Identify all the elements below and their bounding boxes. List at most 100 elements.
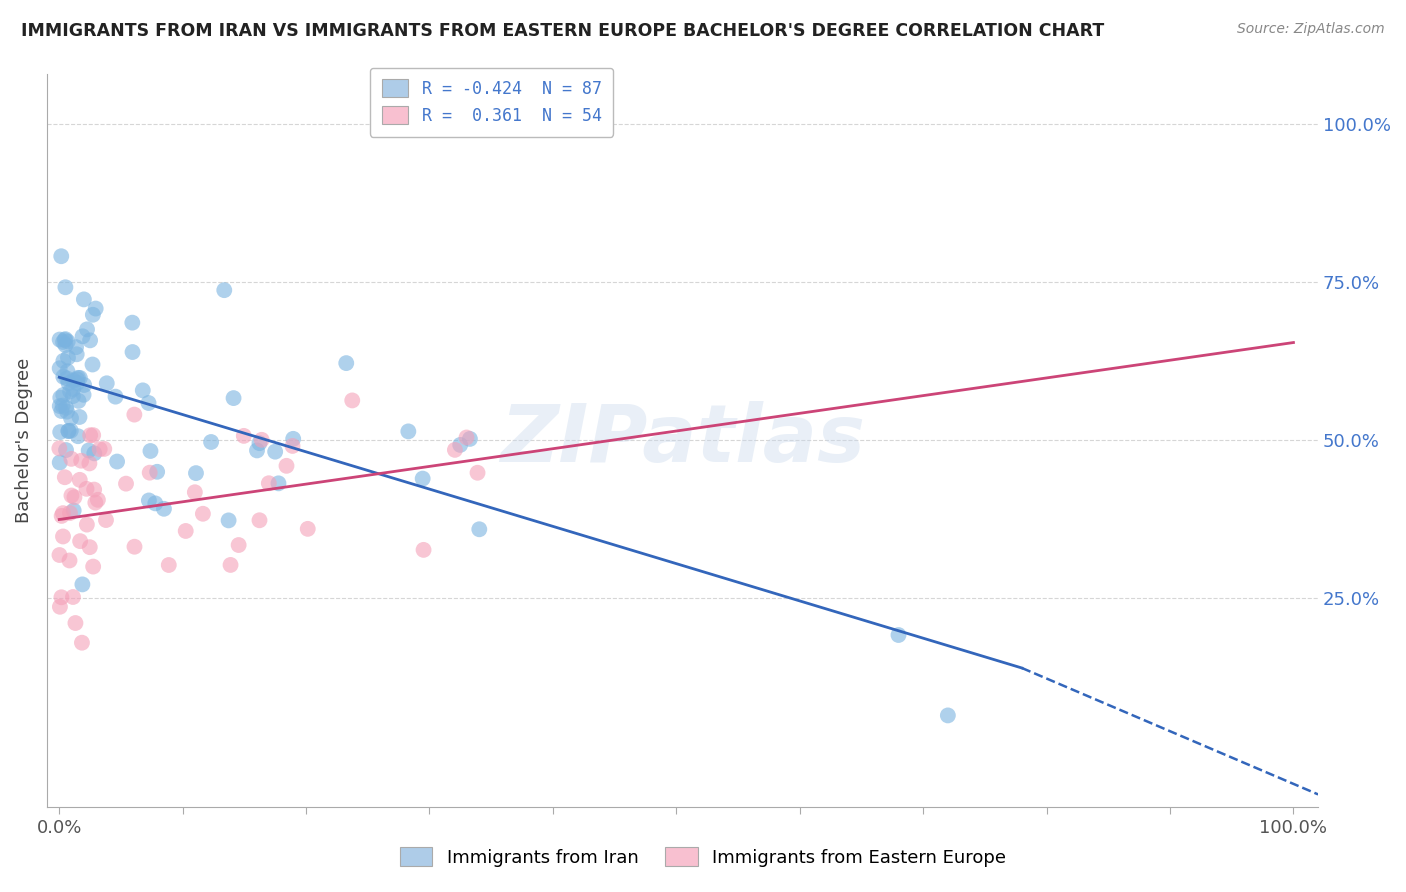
Point bbox=[157, 558, 180, 572]
Point bbox=[52, 354, 75, 368]
Point bbox=[105, 454, 128, 468]
Point bbox=[138, 466, 160, 480]
Point bbox=[219, 558, 242, 572]
Point bbox=[214, 283, 236, 297]
Point bbox=[228, 538, 250, 552]
Point bbox=[48, 455, 70, 469]
Point bbox=[124, 408, 146, 422]
Point bbox=[55, 280, 77, 294]
Point bbox=[138, 493, 160, 508]
Point bbox=[62, 389, 84, 403]
Point bbox=[69, 371, 91, 385]
Point bbox=[48, 333, 70, 347]
Point bbox=[297, 522, 319, 536]
Point bbox=[79, 457, 101, 471]
Point bbox=[62, 590, 84, 604]
Point bbox=[121, 316, 143, 330]
Point bbox=[58, 424, 80, 438]
Point bbox=[79, 428, 101, 442]
Point bbox=[79, 540, 101, 554]
Point bbox=[49, 599, 72, 614]
Point bbox=[89, 442, 111, 457]
Point bbox=[52, 506, 75, 520]
Point bbox=[66, 376, 89, 390]
Point bbox=[143, 496, 166, 510]
Point bbox=[69, 534, 91, 549]
Point bbox=[49, 425, 72, 439]
Point bbox=[72, 329, 94, 343]
Point bbox=[56, 371, 79, 385]
Point bbox=[48, 548, 70, 562]
Point bbox=[174, 524, 197, 538]
Point bbox=[449, 438, 471, 452]
Point bbox=[342, 393, 364, 408]
Y-axis label: Bachelor's Degree: Bachelor's Degree bbox=[15, 358, 32, 523]
Point bbox=[82, 308, 104, 322]
Point bbox=[76, 482, 98, 496]
Point bbox=[56, 351, 79, 365]
Point bbox=[72, 388, 94, 402]
Text: IMMIGRANTS FROM IRAN VS IMMIGRANTS FROM EASTERN EUROPE BACHELOR'S DEGREE CORRELA: IMMIGRANTS FROM IRAN VS IMMIGRANTS FROM … bbox=[21, 22, 1104, 40]
Point bbox=[467, 466, 489, 480]
Point bbox=[93, 442, 115, 456]
Text: ZIPatlas: ZIPatlas bbox=[501, 401, 865, 480]
Point bbox=[468, 522, 491, 536]
Point bbox=[115, 476, 138, 491]
Point bbox=[218, 513, 240, 527]
Point bbox=[49, 391, 72, 405]
Point bbox=[396, 425, 419, 439]
Point bbox=[56, 364, 79, 378]
Point bbox=[281, 439, 304, 453]
Point bbox=[222, 391, 245, 405]
Point bbox=[52, 369, 75, 384]
Point bbox=[63, 490, 86, 504]
Point bbox=[94, 513, 117, 527]
Point bbox=[62, 382, 84, 396]
Point bbox=[56, 404, 79, 418]
Point bbox=[76, 517, 98, 532]
Point bbox=[52, 399, 75, 413]
Point bbox=[66, 372, 89, 386]
Point bbox=[139, 444, 162, 458]
Point bbox=[79, 334, 101, 348]
Point bbox=[104, 390, 127, 404]
Point bbox=[283, 432, 305, 446]
Point bbox=[66, 429, 89, 443]
Point bbox=[67, 393, 90, 408]
Point bbox=[66, 371, 89, 385]
Point bbox=[48, 361, 70, 376]
Point bbox=[184, 466, 207, 480]
Point bbox=[184, 485, 207, 500]
Point bbox=[121, 345, 143, 359]
Point bbox=[48, 442, 70, 456]
Point bbox=[70, 636, 93, 650]
Point bbox=[82, 358, 104, 372]
Point bbox=[232, 429, 254, 443]
Point bbox=[887, 628, 910, 642]
Point bbox=[72, 577, 94, 591]
Point bbox=[58, 553, 80, 567]
Point bbox=[60, 488, 83, 502]
Point bbox=[73, 293, 96, 307]
Point bbox=[412, 542, 434, 557]
Point bbox=[200, 435, 222, 450]
Point bbox=[65, 340, 87, 354]
Point bbox=[70, 454, 93, 468]
Point bbox=[52, 388, 75, 402]
Legend: R = -0.424  N = 87, R =  0.361  N = 54: R = -0.424 N = 87, R = 0.361 N = 54 bbox=[370, 68, 613, 136]
Point bbox=[96, 376, 118, 391]
Point bbox=[444, 442, 467, 457]
Point bbox=[69, 473, 91, 487]
Point bbox=[267, 476, 290, 491]
Point bbox=[84, 495, 107, 509]
Point bbox=[84, 301, 107, 316]
Point bbox=[124, 540, 146, 554]
Point bbox=[49, 399, 72, 413]
Legend: Immigrants from Iran, Immigrants from Eastern Europe: Immigrants from Iran, Immigrants from Ea… bbox=[391, 838, 1015, 876]
Point bbox=[153, 501, 176, 516]
Point bbox=[53, 332, 76, 346]
Point bbox=[69, 409, 91, 424]
Point bbox=[53, 470, 76, 484]
Point bbox=[257, 476, 280, 491]
Point bbox=[412, 472, 434, 486]
